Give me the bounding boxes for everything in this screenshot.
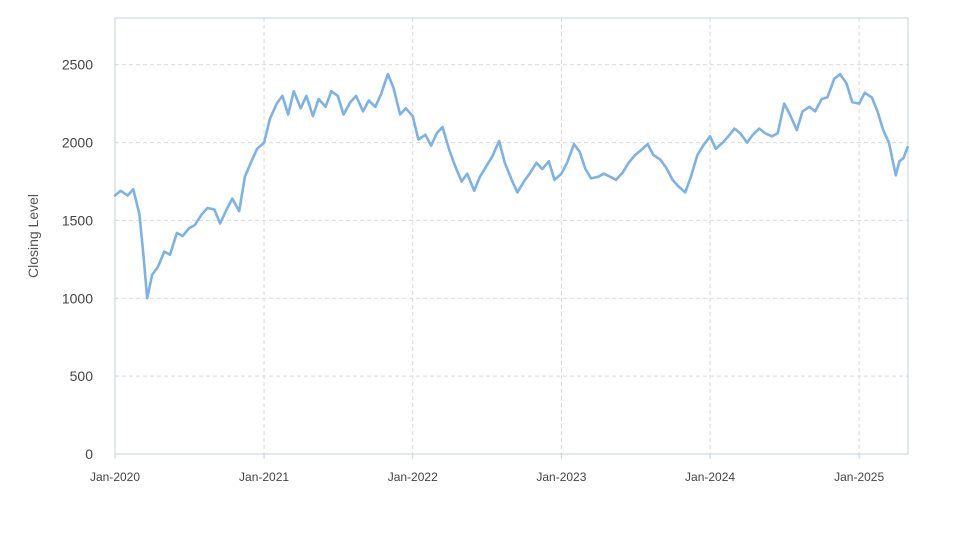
y-tick-label: 1000 [62,290,93,306]
y-axis-ticks: 0 500 1000 1500 2000 2500 [62,57,93,462]
x-tick-label: Jan-2022 [388,470,438,484]
x-axis-ticks: Jan-2020 Jan-2021 Jan-2022 Jan-2023 Jan-2024… [90,454,884,484]
x-tick-label: Jan-2023 [536,470,586,484]
x-tick-label: Jan-2020 [90,470,140,484]
series-line [113,72,909,300]
y-axis-label: Closing Level [25,194,41,278]
y-tick-label: 500 [70,368,94,384]
y-tick-label: 2500 [62,57,93,73]
series-group [113,72,909,300]
x-tick-label: Jan-2024 [685,470,735,484]
y-tick-label: 2000 [62,135,93,151]
plot-area-border [114,17,909,455]
y-tick-label: 0 [85,446,93,462]
y-tick-label: 1500 [62,212,93,228]
x-tick-label: Jan-2021 [239,470,289,484]
x-tick-label: Jan-2025 [834,470,884,484]
grid-lines [115,18,908,454]
